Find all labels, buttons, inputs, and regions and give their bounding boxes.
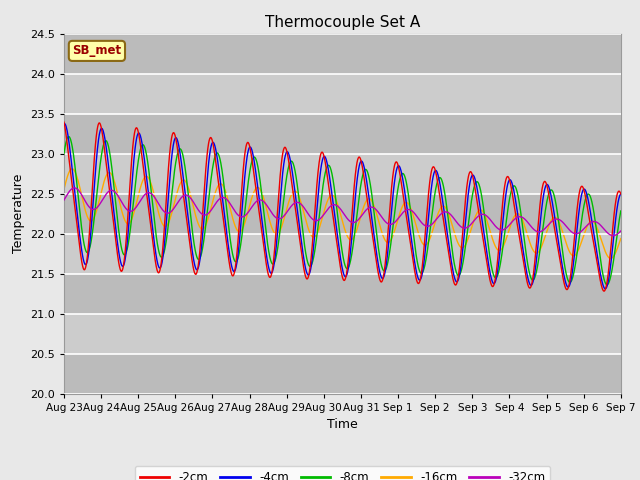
Bar [64, 274, 621, 313]
Bar [64, 34, 621, 73]
-2cm [331, 225, 339, 230]
Y-axis label: Temperature: Temperature [12, 174, 24, 253]
X-axis label: Time: Time [327, 418, 358, 431]
-16cm [499, 244, 506, 250]
-2cm [60, 120, 68, 125]
Line: -32cm: -32cm [64, 188, 621, 236]
Legend: -2cm, -4cm, -8cm, -16cm, -32cm: -2cm, -4cm, -8cm, -16cm, -32cm [135, 466, 550, 480]
-32cm [331, 202, 339, 208]
-32cm [60, 197, 68, 203]
-8cm [89, 228, 97, 234]
-8cm [601, 279, 609, 285]
Text: SB_met: SB_met [72, 44, 122, 58]
-2cm [88, 184, 96, 190]
-4cm [601, 286, 609, 291]
-4cm [60, 121, 68, 127]
-8cm [60, 151, 68, 156]
-2cm [600, 288, 608, 294]
-2cm [617, 191, 625, 197]
-32cm [617, 228, 625, 234]
Bar [64, 234, 621, 274]
-4cm [601, 286, 609, 291]
-4cm [316, 170, 324, 176]
Line: -4cm: -4cm [64, 124, 621, 289]
-16cm [607, 255, 614, 261]
-4cm [61, 121, 68, 127]
-16cm [601, 248, 609, 253]
Bar [64, 354, 621, 394]
-16cm [617, 236, 625, 241]
-32cm [70, 185, 78, 191]
-32cm [499, 227, 506, 233]
Bar [64, 114, 621, 154]
-4cm [89, 206, 97, 212]
Bar [64, 73, 621, 114]
Line: -16cm: -16cm [64, 169, 621, 258]
-8cm [604, 282, 611, 288]
-16cm [316, 222, 324, 228]
-32cm [609, 233, 617, 239]
Bar [64, 193, 621, 234]
-16cm [601, 247, 609, 253]
-2cm [601, 288, 609, 294]
-32cm [601, 227, 609, 233]
-4cm [602, 286, 609, 292]
-4cm [617, 191, 625, 197]
-8cm [499, 245, 506, 251]
Title: Thermocouple Set A: Thermocouple Set A [265, 15, 420, 30]
-2cm [499, 203, 506, 208]
-32cm [89, 206, 97, 212]
-8cm [617, 208, 625, 214]
-16cm [89, 217, 97, 223]
-8cm [331, 191, 339, 196]
Line: -8cm: -8cm [64, 136, 621, 285]
-8cm [601, 278, 609, 284]
-16cm [60, 186, 68, 192]
-4cm [331, 215, 339, 221]
-32cm [316, 216, 324, 222]
-16cm [331, 195, 339, 201]
-8cm [316, 204, 324, 210]
Bar [64, 313, 621, 354]
Line: -2cm: -2cm [64, 122, 621, 291]
-16cm [68, 166, 76, 172]
-2cm [601, 288, 609, 293]
-32cm [601, 227, 609, 233]
-8cm [65, 133, 72, 139]
Bar [64, 154, 621, 193]
-4cm [499, 220, 506, 226]
-2cm [316, 155, 324, 160]
